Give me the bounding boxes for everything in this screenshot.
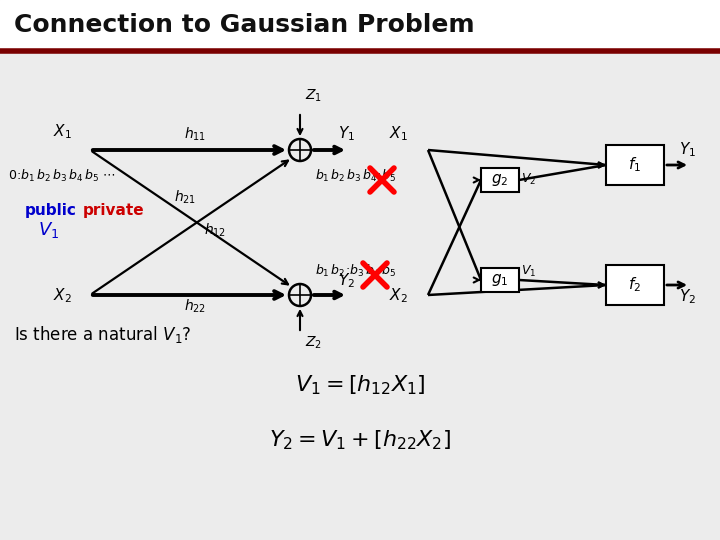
FancyBboxPatch shape bbox=[481, 168, 519, 192]
Text: $Y_2$: $Y_2$ bbox=[338, 271, 355, 289]
Text: $X_1$: $X_1$ bbox=[53, 122, 72, 141]
Text: $Z_2$: $Z_2$ bbox=[305, 335, 322, 352]
Text: $0\!:\!b_1\,b_2\,b_3\,b_4\,b_5\ \cdots$: $0\!:\!b_1\,b_2\,b_3\,b_4\,b_5\ \cdots$ bbox=[8, 168, 115, 184]
FancyBboxPatch shape bbox=[481, 268, 519, 292]
Text: $Y_1$: $Y_1$ bbox=[338, 124, 355, 143]
Text: $h_{11}$: $h_{11}$ bbox=[184, 126, 206, 144]
Text: $V_1 = [h_{12}X_1]$: $V_1 = [h_{12}X_1]$ bbox=[294, 373, 426, 397]
Text: $X_2$: $X_2$ bbox=[390, 286, 408, 305]
Text: $V_1$: $V_1$ bbox=[521, 264, 536, 279]
Text: $f_2$: $f_2$ bbox=[629, 275, 642, 294]
Text: $V_2$: $V_2$ bbox=[521, 172, 536, 187]
Text: private: private bbox=[83, 203, 145, 218]
Text: $g_2$: $g_2$ bbox=[491, 172, 508, 188]
Text: $g_1$: $g_1$ bbox=[491, 272, 509, 288]
Text: $Y_2 = V_1 + [h_{22}X_2]$: $Y_2 = V_1 + [h_{22}X_2]$ bbox=[269, 428, 451, 452]
Text: $h_{21}$: $h_{21}$ bbox=[174, 189, 196, 206]
Text: Connection to Gaussian Problem: Connection to Gaussian Problem bbox=[14, 13, 474, 37]
Text: $b_1\,b_2\!:\!b_3\,b_4\,b_5$: $b_1\,b_2\!:\!b_3\,b_4\,b_5$ bbox=[315, 263, 396, 279]
Text: $X_1$: $X_1$ bbox=[390, 124, 408, 143]
Text: $X_2$: $X_2$ bbox=[53, 286, 72, 305]
Text: $h_{12}$: $h_{12}$ bbox=[204, 222, 226, 239]
Text: $h_{22}$: $h_{22}$ bbox=[184, 298, 206, 315]
Text: $V_1$: $V_1$ bbox=[38, 220, 59, 240]
Text: Is there a natural $V_1$?: Is there a natural $V_1$? bbox=[14, 324, 192, 345]
Text: $Y_1$: $Y_1$ bbox=[679, 140, 696, 159]
Text: $Z_1$: $Z_1$ bbox=[305, 88, 322, 104]
FancyBboxPatch shape bbox=[606, 265, 664, 305]
Text: $f_1$: $f_1$ bbox=[629, 156, 642, 174]
Text: public: public bbox=[25, 203, 77, 218]
Text: $b_1\,b_2\,b_3\,b_4\!:\!b_5$: $b_1\,b_2\,b_3\,b_4\!:\!b_5$ bbox=[315, 168, 396, 184]
Text: $Y_2$: $Y_2$ bbox=[679, 287, 696, 306]
FancyBboxPatch shape bbox=[606, 145, 664, 185]
Bar bbox=[0, 0, 720, 50]
